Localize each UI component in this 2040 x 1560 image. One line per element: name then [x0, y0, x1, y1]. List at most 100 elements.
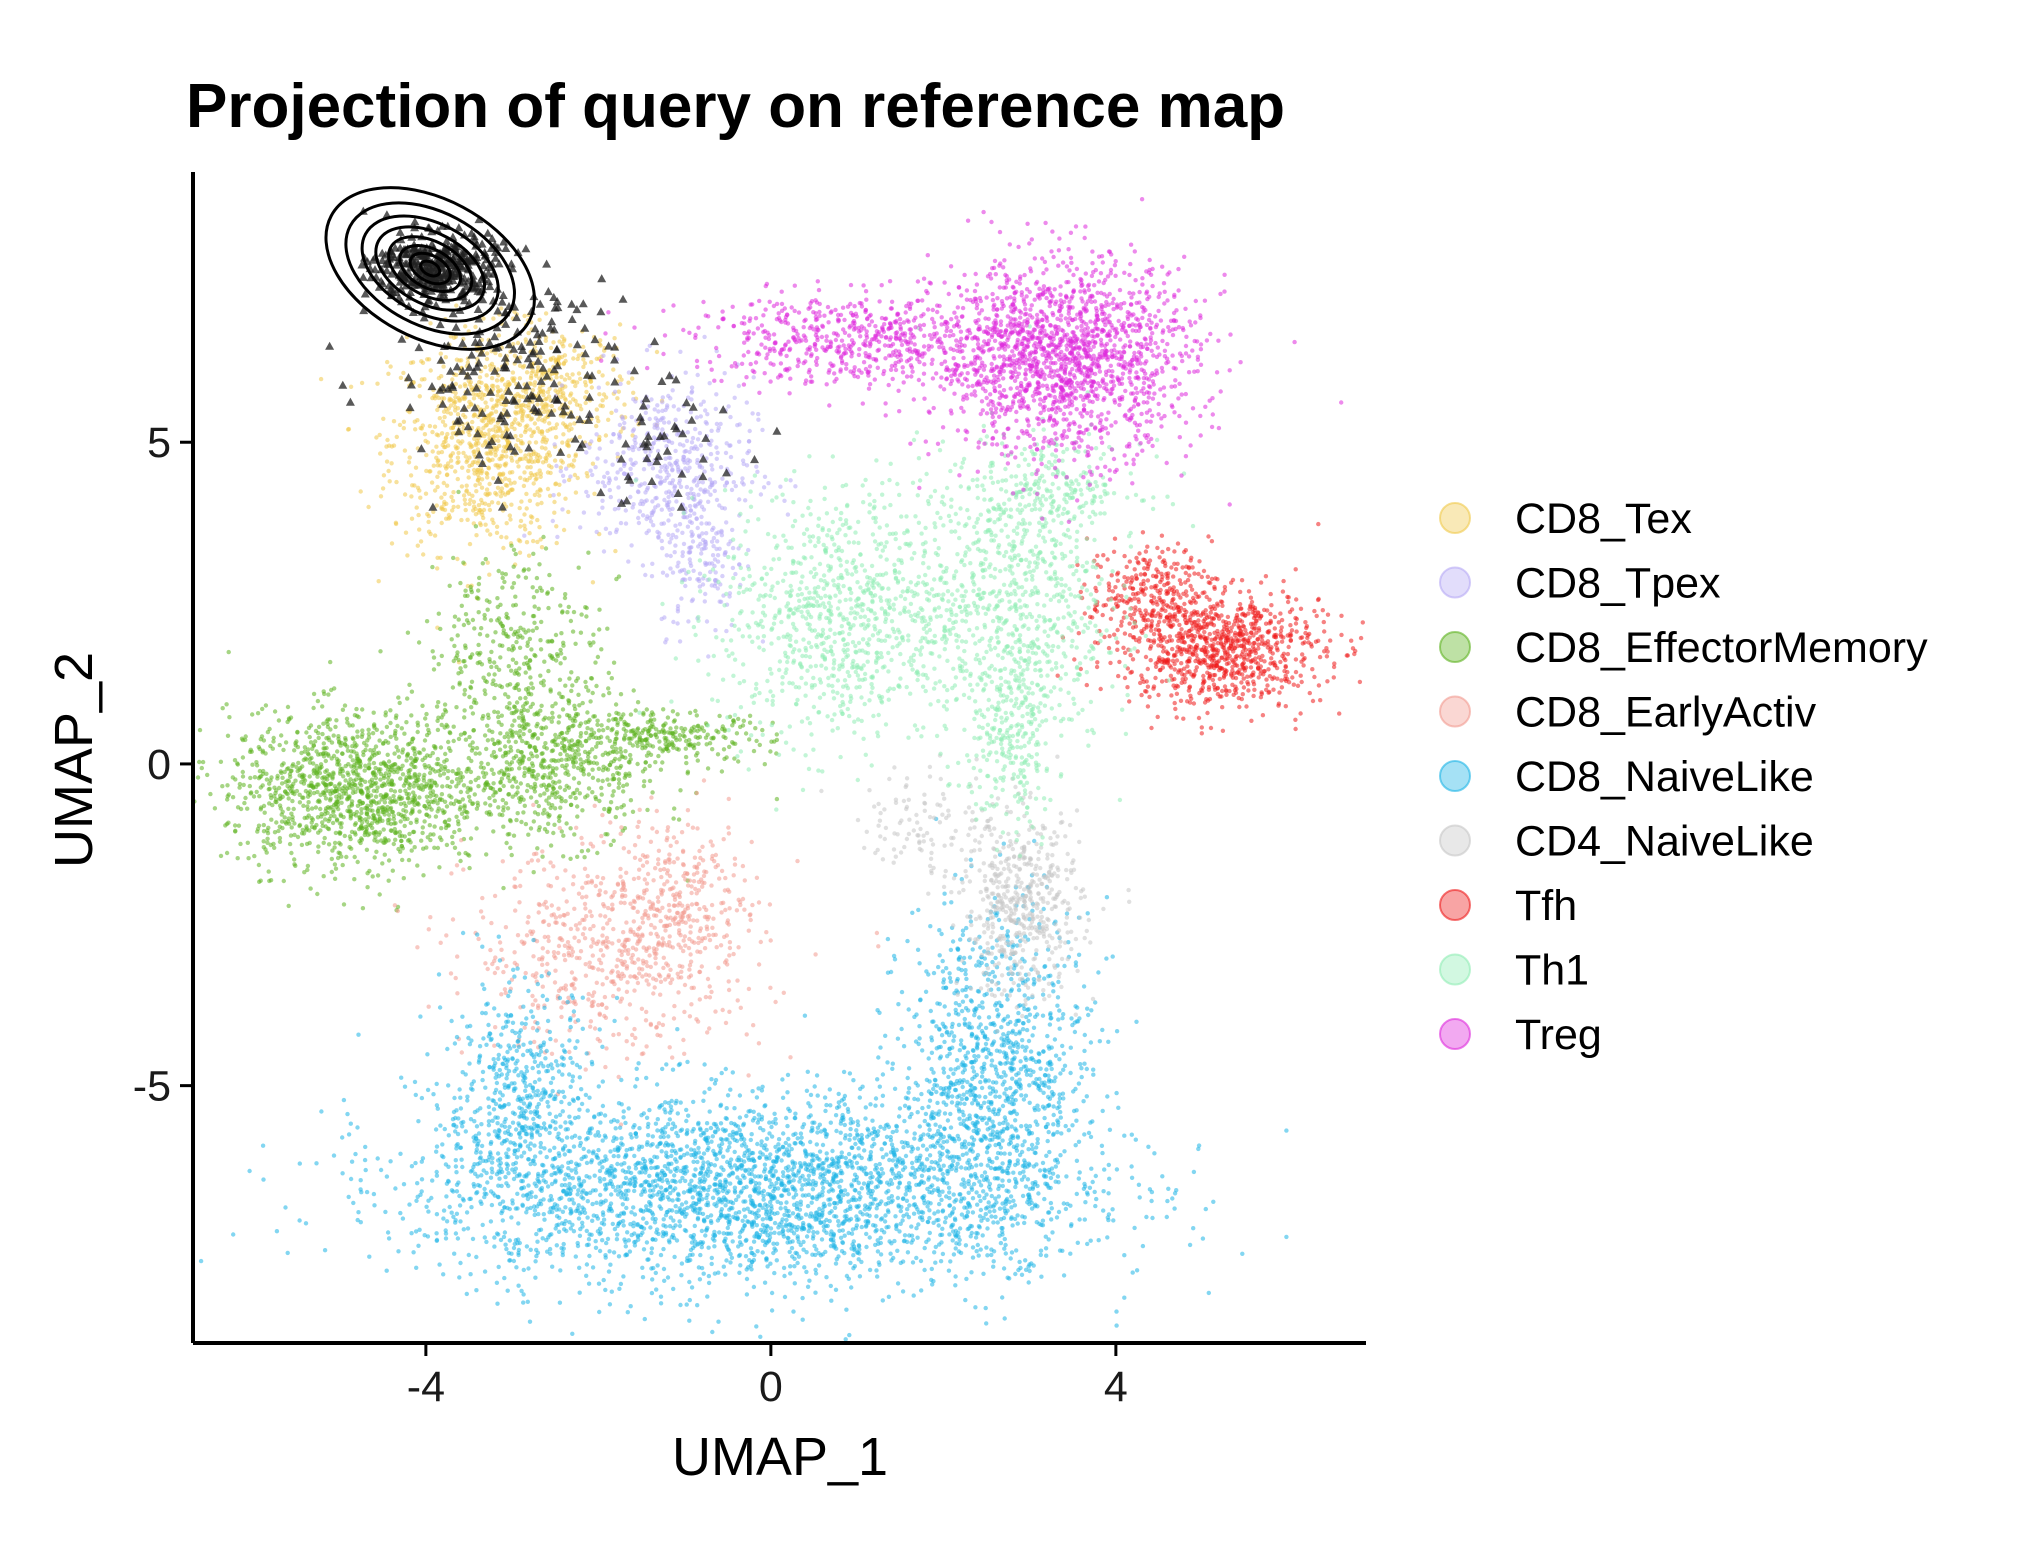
- point: [364, 847, 370, 852]
- point: [754, 464, 759, 469]
- point: [671, 1016, 677, 1021]
- point: [455, 504, 461, 509]
- point: [748, 917, 753, 923]
- point: [595, 654, 601, 660]
- point: [394, 434, 399, 440]
- point: [476, 642, 481, 648]
- point: [240, 774, 246, 779]
- point: [621, 463, 627, 469]
- point: [435, 463, 440, 468]
- point: [373, 830, 379, 835]
- point: [339, 740, 344, 746]
- point: [513, 434, 518, 439]
- point: [471, 728, 476, 733]
- point: [485, 633, 490, 638]
- point: [675, 712, 680, 717]
- point: [455, 991, 460, 996]
- point: [411, 829, 416, 835]
- point: [378, 777, 383, 782]
- point: [533, 653, 538, 659]
- point: [443, 355, 448, 360]
- point: [408, 756, 414, 761]
- point: [257, 794, 262, 799]
- point: [621, 803, 626, 808]
- point: [660, 546, 665, 551]
- point: [493, 790, 499, 795]
- point: [299, 774, 305, 780]
- point: [615, 970, 621, 975]
- point: [522, 773, 527, 779]
- point: [596, 369, 602, 375]
- point: [558, 751, 563, 757]
- point: [250, 712, 255, 717]
- point: [273, 790, 278, 796]
- point: [629, 728, 635, 734]
- point: [720, 573, 725, 579]
- point: [640, 513, 646, 518]
- point: [398, 849, 403, 854]
- point: [336, 782, 342, 787]
- point: [526, 832, 531, 837]
- point: [297, 822, 303, 828]
- point: [331, 733, 336, 738]
- point: [468, 685, 474, 691]
- point: [323, 769, 328, 774]
- point: [570, 629, 576, 634]
- point: [488, 803, 493, 808]
- point: [597, 957, 602, 962]
- point: [744, 1032, 749, 1037]
- point: [706, 499, 711, 504]
- point: [662, 615, 667, 620]
- point: [682, 1051, 687, 1057]
- point: [604, 975, 609, 981]
- point: [640, 920, 646, 925]
- point: [589, 965, 595, 970]
- point: [603, 459, 608, 464]
- point: [485, 738, 491, 743]
- point: [585, 848, 591, 853]
- point: [653, 866, 658, 871]
- point: [641, 467, 647, 472]
- point: [691, 918, 696, 923]
- point: [530, 1002, 535, 1007]
- point: [535, 502, 540, 507]
- point: [644, 978, 649, 983]
- point: [568, 343, 573, 348]
- point: [688, 508, 694, 513]
- point: [559, 1005, 564, 1010]
- point: [474, 745, 480, 751]
- point: [482, 616, 487, 621]
- point: [423, 438, 428, 444]
- point: [451, 555, 456, 561]
- point: [514, 660, 519, 666]
- point: [549, 719, 554, 724]
- point: [264, 777, 270, 782]
- point: [388, 364, 393, 369]
- point: [444, 933, 449, 938]
- point: [470, 493, 475, 498]
- point: [714, 497, 720, 503]
- point: [654, 349, 660, 355]
- point: [683, 466, 688, 471]
- point: [670, 388, 675, 393]
- point: [578, 734, 583, 739]
- point: [580, 808, 585, 813]
- point: [465, 458, 470, 463]
- point: [635, 743, 640, 749]
- point: [463, 850, 468, 856]
- point: [550, 779, 556, 785]
- point: [788, 478, 793, 483]
- point: [587, 750, 592, 755]
- point: [428, 469, 433, 474]
- point: [455, 650, 460, 655]
- point: [463, 324, 468, 329]
- point: [644, 347, 650, 353]
- point: [720, 564, 725, 569]
- point: [700, 582, 706, 587]
- point: [689, 985, 694, 991]
- point: [689, 902, 695, 907]
- point: [596, 939, 601, 944]
- point: [243, 737, 248, 743]
- point: [307, 760, 313, 765]
- point: [699, 514, 704, 520]
